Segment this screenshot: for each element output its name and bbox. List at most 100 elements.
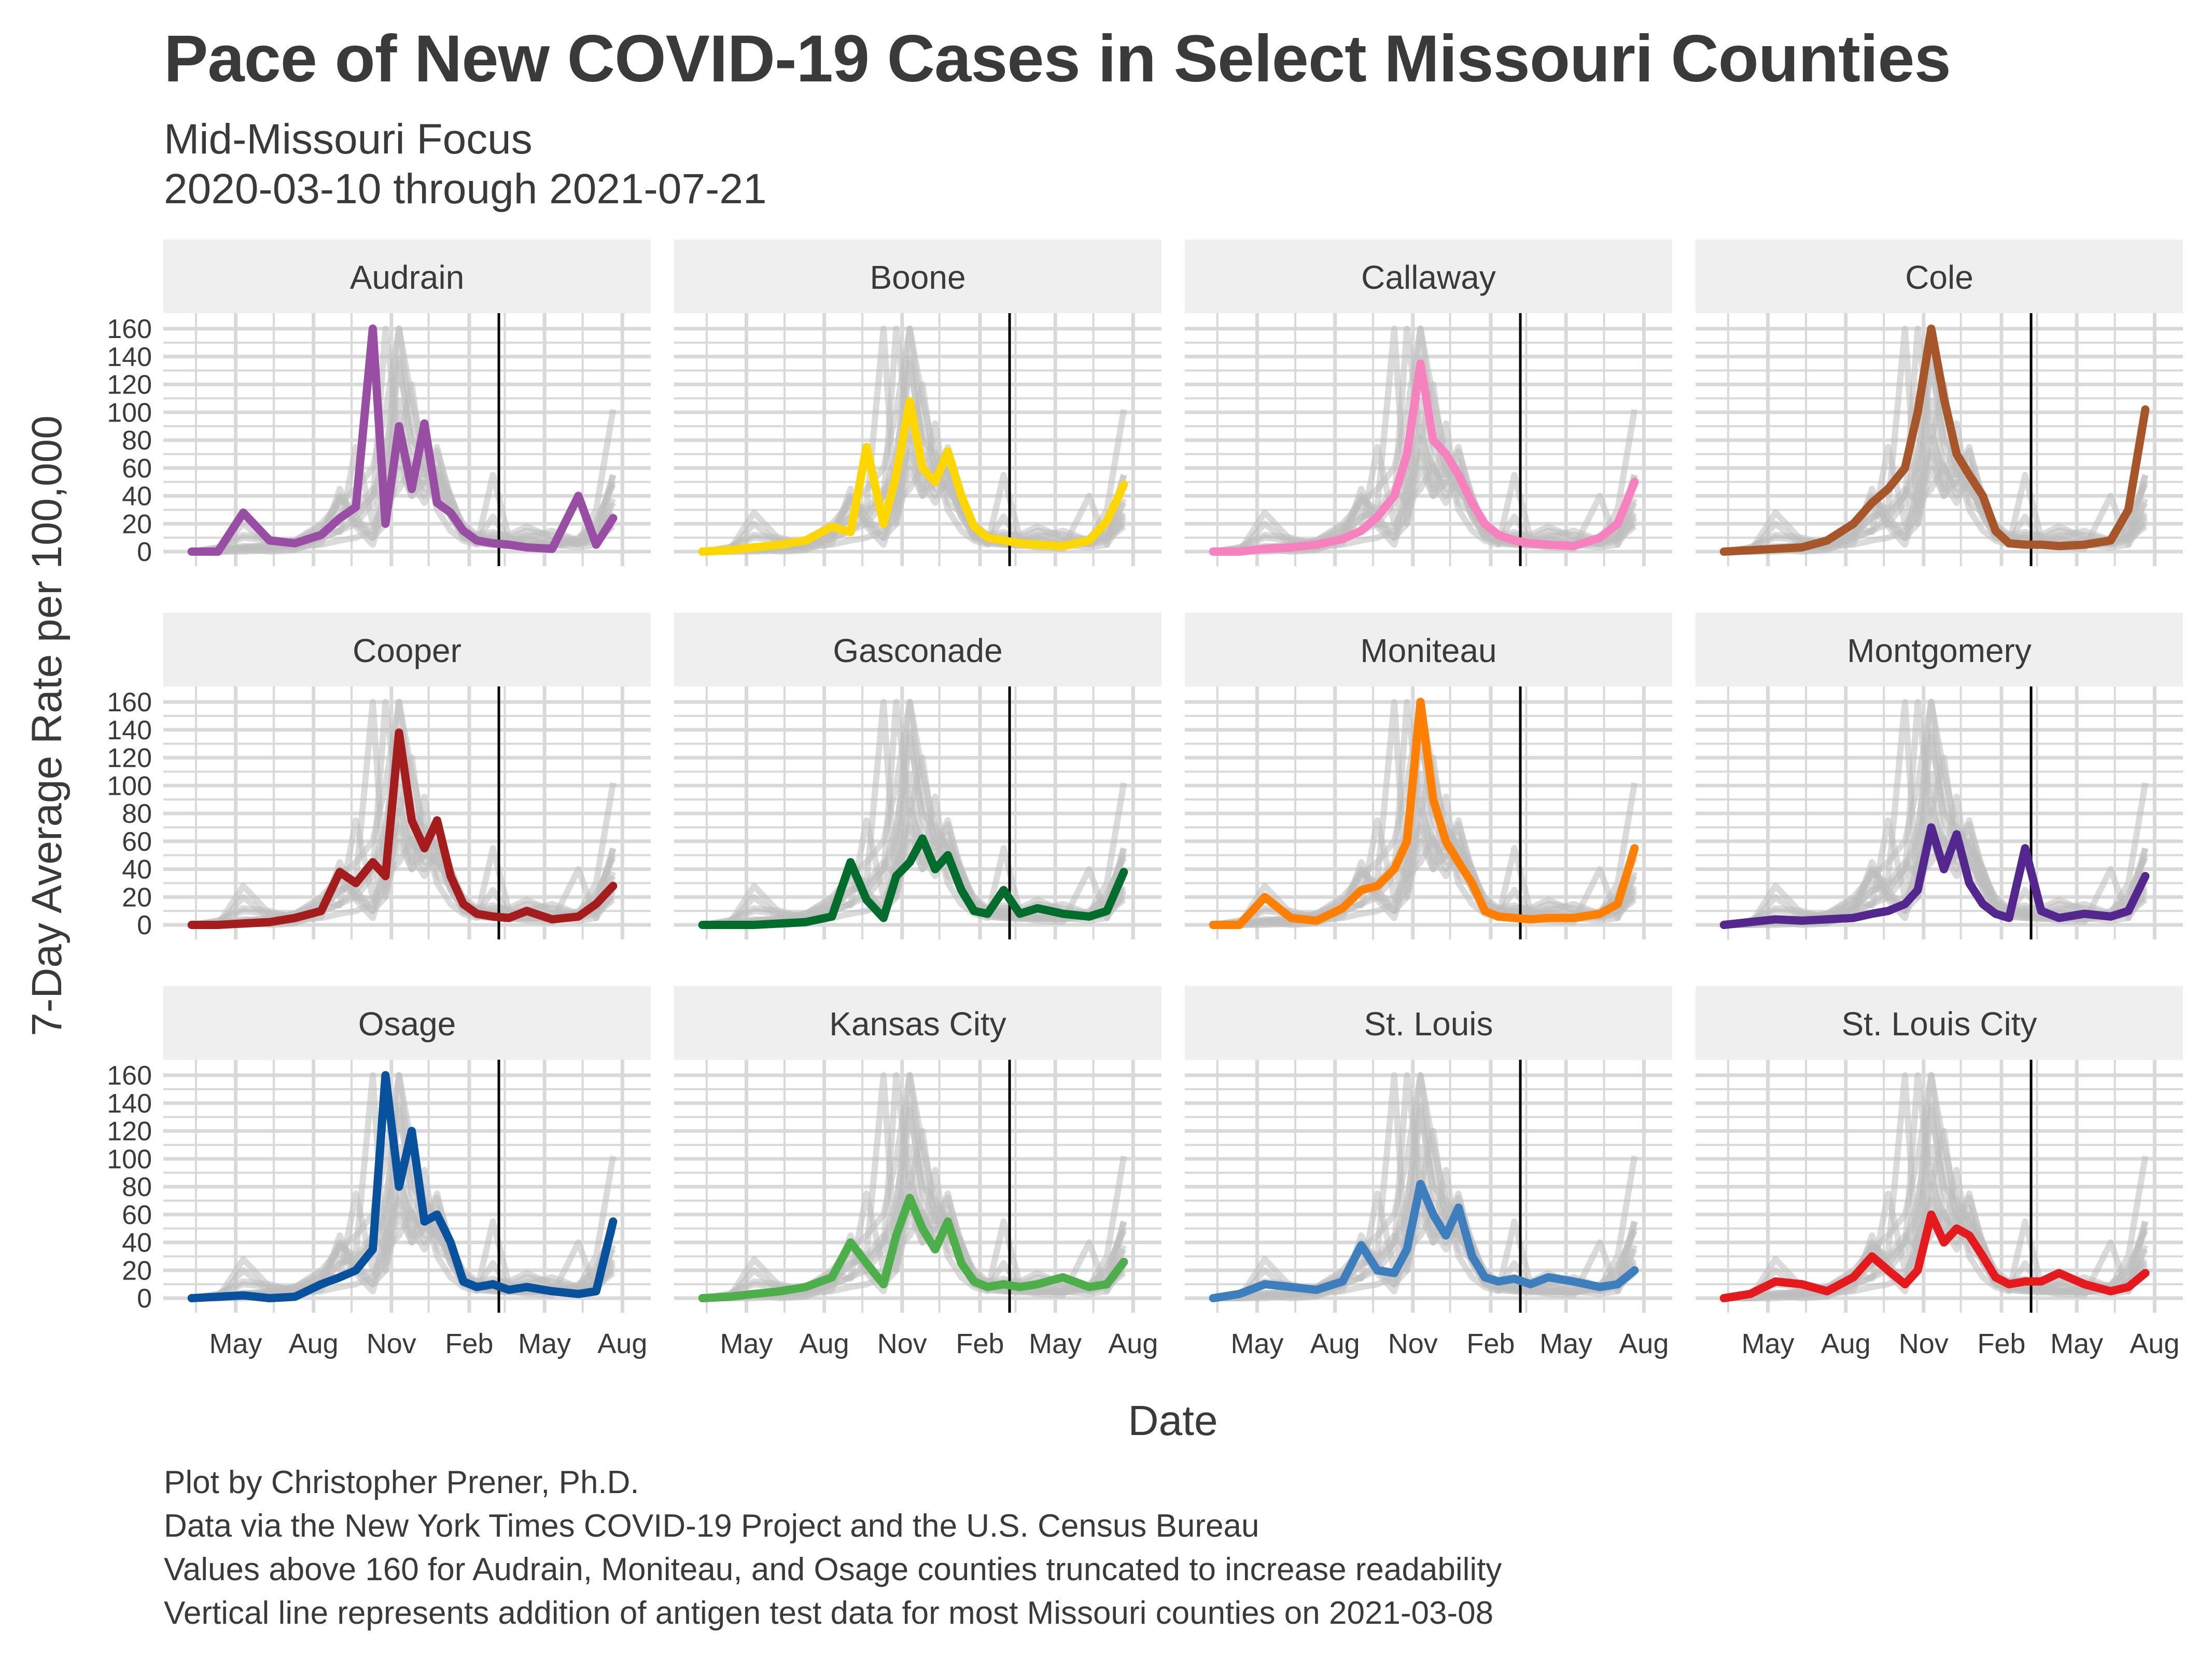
- background-series-line: [702, 1072, 1127, 1301]
- y-tick-label: 100: [107, 771, 152, 801]
- facet-strip-label: Audrain: [350, 259, 465, 296]
- y-tick-label: 20: [122, 509, 152, 539]
- facet-strip-label: Moniteau: [1360, 632, 1496, 669]
- y-tick-label: 80: [122, 799, 152, 829]
- y-tick-label: 120: [107, 1117, 152, 1147]
- x-tick-label: Aug: [800, 1328, 849, 1359]
- y-tick-label: 20: [122, 882, 152, 912]
- y-tick-label: 160: [107, 314, 152, 344]
- facet-strip: [1185, 613, 1672, 686]
- y-tick-label: 40: [122, 1228, 152, 1258]
- x-tick-label: Aug: [597, 1328, 647, 1359]
- caption-author: Plot by Christopher Prener, Ph.D.: [164, 1465, 639, 1500]
- x-tick-label: May: [518, 1328, 571, 1359]
- y-tick-label: 120: [107, 743, 152, 774]
- x-tick-label: Aug: [1619, 1328, 1669, 1359]
- background-series-line: [1724, 1072, 2149, 1301]
- series-line: [187, 728, 618, 929]
- faceted-line-chart: 7-Day Average Rate per 100,000 Date Audr…: [23, 240, 2183, 1444]
- series-line: [187, 1071, 618, 1302]
- x-tick-label: May: [1539, 1328, 1592, 1359]
- caption-vertical-line-note: Vertical line represents addition of ant…: [164, 1595, 1494, 1631]
- facet-strip: [674, 240, 1161, 313]
- facet-strip: [163, 986, 651, 1060]
- facet-strip-label: Gasconade: [833, 632, 1002, 669]
- chart-subtitle-date-range: 2020-03-10 through 2021-07-21: [164, 165, 767, 213]
- x-tick-label: Aug: [289, 1328, 339, 1359]
- series-line: [698, 834, 1128, 929]
- y-tick-label: 140: [107, 342, 152, 372]
- facet-strip: [1185, 986, 1672, 1060]
- facet-panel: Boone: [674, 240, 1161, 566]
- x-tick-label: Feb: [1466, 1328, 1515, 1359]
- y-tick-label: 20: [122, 1256, 152, 1286]
- gridlines: [674, 686, 1161, 939]
- y-tick-label: 120: [107, 370, 152, 400]
- facet-strip: [163, 613, 651, 686]
- x-tick-label: Feb: [956, 1328, 1004, 1359]
- series-line: [698, 1193, 1128, 1302]
- facet-strip-label: Callaway: [1361, 259, 1496, 296]
- y-tick-label: 0: [137, 910, 152, 940]
- y-tick-label: 60: [122, 454, 152, 484]
- y-tick-label: 60: [122, 1200, 152, 1230]
- x-tick-label: Aug: [2130, 1328, 2179, 1359]
- background-series-line: [191, 1211, 615, 1301]
- facet-strip: [674, 986, 1161, 1060]
- x-tick-label: Nov: [1388, 1328, 1438, 1359]
- x-tick-label: Aug: [1108, 1328, 1158, 1359]
- chart-title: Pace of New COVID-19 Cases in Select Mis…: [164, 22, 1951, 96]
- x-tick-label: Nov: [367, 1328, 416, 1359]
- x-tick-label: May: [1742, 1328, 1795, 1359]
- facet-strip: [1696, 613, 2183, 686]
- y-tick-label: 40: [122, 855, 152, 885]
- facet-panel: Gasconade: [674, 613, 1161, 939]
- x-tick-label: Nov: [1899, 1328, 1949, 1359]
- facet-panel: Callaway: [1185, 240, 1672, 566]
- background-series-line: [1213, 1072, 1638, 1301]
- facet-strip-label: St. Louis City: [1841, 1005, 2037, 1043]
- facet-strip-label: Osage: [358, 1005, 456, 1043]
- y-tick-label: 40: [122, 482, 152, 512]
- series-line: [187, 325, 618, 556]
- x-tick-label: May: [1029, 1328, 1082, 1359]
- facet-strip: [163, 240, 651, 313]
- facet-strip-label: Cooper: [353, 632, 461, 669]
- facet-strip-label: Montgomery: [1847, 632, 2032, 669]
- facet-strip-label: St. Louis: [1364, 1005, 1493, 1043]
- series-line: [698, 397, 1128, 556]
- facet-panel: Kansas City May Aug Nov Feb May Aug: [674, 986, 1161, 1359]
- series-line: [1209, 359, 1639, 556]
- x-tick-label: May: [1231, 1328, 1284, 1359]
- y-tick-label: 0: [137, 1284, 152, 1314]
- y-tick-label: 100: [107, 1144, 152, 1174]
- x-tick-label: Nov: [877, 1328, 927, 1359]
- series-line: [1719, 1210, 2150, 1302]
- series-line: [1719, 325, 2150, 556]
- y-tick-label: 140: [107, 715, 152, 746]
- facet-panel: Cole: [1696, 240, 2183, 566]
- facet-strip-label: Cole: [1905, 259, 1973, 296]
- facet-strip: [1696, 240, 2183, 313]
- facet-strip-label: Boone: [870, 259, 965, 296]
- y-tick-label: 80: [122, 426, 152, 456]
- x-axis-title: Date: [1128, 1397, 1217, 1444]
- facet-strip: [1696, 986, 2183, 1060]
- y-axis-title: 7-Day Average Rate per 100,000: [23, 415, 71, 1036]
- y-tick-label: 140: [107, 1089, 152, 1119]
- x-tick-label: Feb: [445, 1328, 493, 1359]
- y-tick-label: 100: [107, 398, 152, 428]
- series-line: [1209, 1179, 1639, 1302]
- facet-panel: Montgomery: [1696, 613, 2183, 939]
- y-tick-label: 160: [107, 687, 152, 718]
- facet-panel: St. Louis City May Aug Nov Feb May Aug: [1696, 986, 2183, 1359]
- y-tick-label: 60: [122, 827, 152, 857]
- facet-strip: [674, 613, 1161, 686]
- facet-strip: [1185, 240, 1672, 313]
- series-line: [1209, 698, 1639, 929]
- y-tick-label: 160: [107, 1061, 152, 1091]
- x-tick-label: Aug: [1821, 1328, 1871, 1359]
